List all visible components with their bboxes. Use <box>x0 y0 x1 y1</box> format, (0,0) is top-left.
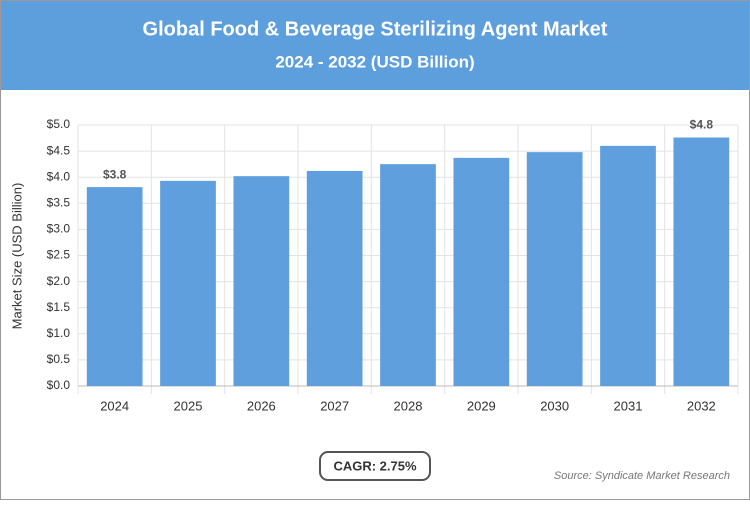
x-tick-label: 2032 <box>687 398 716 413</box>
chart-title: Global Food & Beverage Sterilizing Agent… <box>143 18 608 40</box>
x-tick-label: 2030 <box>540 398 569 413</box>
y-tick-label: $4.0 <box>47 169 71 183</box>
header <box>1 1 749 90</box>
y-tick-label: $0.0 <box>47 378 71 392</box>
y-tick-label: $1.0 <box>47 326 71 340</box>
x-tick-label: 2031 <box>614 398 643 413</box>
value-label: $4.8 <box>690 118 714 132</box>
y-tick-label: $1.5 <box>47 300 71 314</box>
y-tick-label: $3.5 <box>47 195 71 209</box>
chart-subtitle: 2024 - 2032 (USD Billion) <box>275 52 474 71</box>
value-label: $3.8 <box>103 167 127 181</box>
y-tick-label: $3.0 <box>47 222 71 236</box>
bar <box>380 164 436 386</box>
x-tick-label: 2025 <box>174 398 203 413</box>
y-tick-label: $0.5 <box>47 352 71 366</box>
bar <box>673 137 730 386</box>
bar <box>453 157 510 386</box>
cagr-box <box>319 451 431 481</box>
y-tick-label: $4.5 <box>47 143 71 157</box>
x-tick-label: 2026 <box>247 398 276 413</box>
bar <box>86 187 143 386</box>
y-axis-label: Market Size (USD Billion) <box>9 183 24 330</box>
x-tick-label: 2028 <box>394 398 423 413</box>
bar <box>233 176 290 386</box>
bar <box>306 170 363 386</box>
y-tick-label: $2.0 <box>47 274 71 288</box>
x-tick-label: 2027 <box>320 398 349 413</box>
bar <box>600 145 656 386</box>
y-tick-label: $5.0 <box>47 117 71 131</box>
bar <box>526 152 583 386</box>
bar <box>160 180 216 386</box>
source: Source: Syndicate Market Research <box>554 470 730 482</box>
x-tick-label: 2024 <box>100 398 129 413</box>
y-tick-label: $2.5 <box>47 248 71 262</box>
x-tick-label: 2029 <box>467 398 496 413</box>
cagr: CAGR: 2.75% <box>333 458 417 473</box>
